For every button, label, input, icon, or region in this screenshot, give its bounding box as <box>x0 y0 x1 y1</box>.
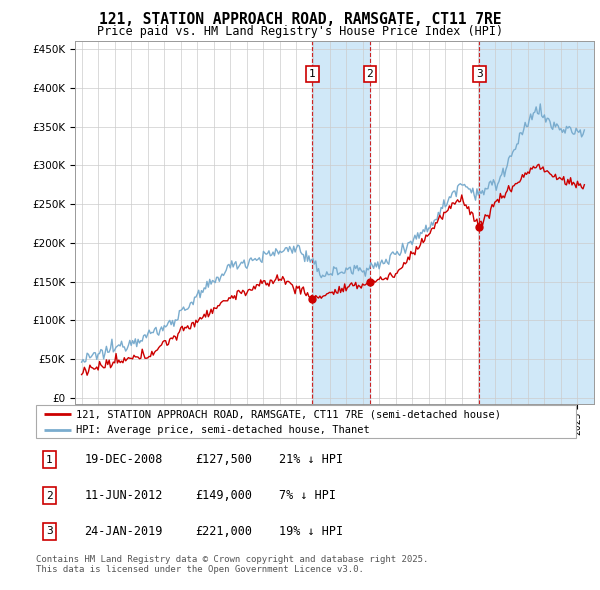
Text: 121, STATION APPROACH ROAD, RAMSGATE, CT11 7RE: 121, STATION APPROACH ROAD, RAMSGATE, CT… <box>99 12 501 27</box>
Text: 1: 1 <box>46 455 53 465</box>
Text: £221,000: £221,000 <box>195 525 252 538</box>
Text: 3: 3 <box>46 526 53 536</box>
Text: 121, STATION APPROACH ROAD, RAMSGATE, CT11 7RE (semi-detached house): 121, STATION APPROACH ROAD, RAMSGATE, CT… <box>77 409 502 419</box>
Bar <box>479 41 600 404</box>
Text: 11-JUN-2012: 11-JUN-2012 <box>85 489 163 502</box>
Text: 21% ↓ HPI: 21% ↓ HPI <box>279 453 343 466</box>
Text: Contains HM Land Registry data © Crown copyright and database right 2025.
This d: Contains HM Land Registry data © Crown c… <box>36 555 428 574</box>
Text: 7% ↓ HPI: 7% ↓ HPI <box>279 489 336 502</box>
Text: £127,500: £127,500 <box>195 453 252 466</box>
Text: 2: 2 <box>367 69 373 79</box>
Bar <box>313 41 370 404</box>
Text: 1: 1 <box>309 69 316 79</box>
Text: 19-DEC-2008: 19-DEC-2008 <box>85 453 163 466</box>
Text: 24-JAN-2019: 24-JAN-2019 <box>85 525 163 538</box>
Text: £149,000: £149,000 <box>195 489 252 502</box>
Text: 3: 3 <box>476 69 483 79</box>
Text: Price paid vs. HM Land Registry's House Price Index (HPI): Price paid vs. HM Land Registry's House … <box>97 25 503 38</box>
Text: 19% ↓ HPI: 19% ↓ HPI <box>279 525 343 538</box>
Text: HPI: Average price, semi-detached house, Thanet: HPI: Average price, semi-detached house,… <box>77 425 370 435</box>
Text: 2: 2 <box>46 491 53 500</box>
